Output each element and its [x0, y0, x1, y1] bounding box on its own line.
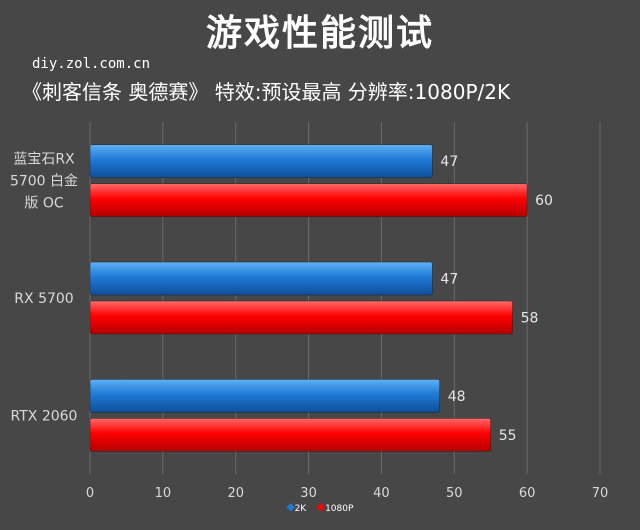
x-tick-label: 20 [227, 486, 244, 501]
bar-1080p [89, 300, 513, 335]
bar-2k [89, 379, 440, 413]
x-tick-label: 30 [300, 486, 317, 501]
legend-item-1080p: 1080P [316, 503, 354, 514]
legend-label-2k: 2K [294, 504, 307, 514]
data-label: 60 [535, 193, 553, 209]
bar-2k [89, 144, 433, 178]
data-label: 48 [448, 389, 466, 405]
bar-1080p [89, 183, 528, 217]
x-tick-label: 60 [519, 486, 536, 501]
legend-item-2k: 2K [286, 503, 307, 514]
x-tick-label: 0 [86, 486, 94, 501]
data-label: 47 [440, 154, 458, 170]
chart-title: 游戏性能测试 [205, 13, 434, 54]
legend-swatch-1080p [316, 503, 326, 512]
chart-subtitle: 《刺客信条 奥德赛》 特效:预设最高 分辨率:1080P/2K [22, 80, 511, 104]
category-label: 蓝宝石RX 5700 白金版 OC [10, 152, 78, 212]
x-tick-label: 10 [155, 486, 172, 501]
x-tick-label: 40 [373, 486, 390, 501]
x-tick-label: 50 [446, 486, 463, 501]
bar-1080p [89, 418, 491, 452]
legend-label-1080p: 1080P [325, 504, 354, 514]
data-label: 58 [521, 311, 539, 327]
data-label: 47 [440, 272, 458, 288]
category-label: RTX 2060 [11, 408, 78, 424]
watermark-url: diy.zol.com.cn [32, 56, 151, 72]
bar-2k [89, 261, 433, 296]
data-label: 55 [499, 428, 517, 444]
x-tick-label: 70 [592, 486, 609, 501]
legend: 2K 1080P [0, 503, 640, 514]
category-label: RX 5700 [14, 291, 73, 307]
legend-swatch-2k [286, 503, 295, 512]
